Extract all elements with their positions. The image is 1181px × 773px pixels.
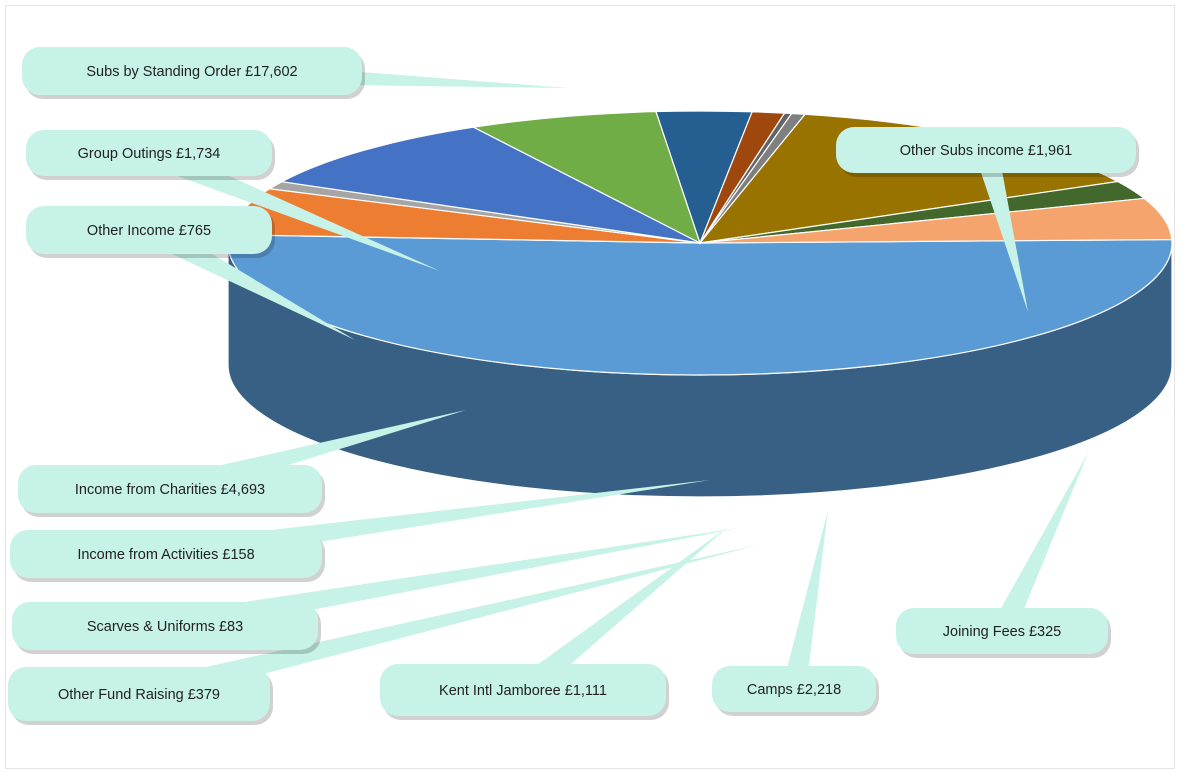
pie-slice xyxy=(699,197,1173,244)
data-label-callout: Joining Fees £325 xyxy=(896,453,1111,658)
data-label: Scarves & Uniforms £83 xyxy=(87,619,243,635)
callout-box xyxy=(26,206,272,254)
callout-box xyxy=(836,127,1136,173)
callouts: Subs by Standing Order £17,602 Other Subs… xyxy=(8,47,1139,725)
callout-box xyxy=(10,530,322,578)
data-label-callout: Income from Charities £4,693 xyxy=(18,410,466,517)
data-label-callout: Group Outings £1,734 xyxy=(26,130,440,271)
callout-box xyxy=(22,47,362,95)
data-label: Subs by Standing Order £17,602 xyxy=(86,64,297,80)
data-label: Income from Charities £4,693 xyxy=(75,482,265,498)
data-label: Income from Activities £158 xyxy=(77,547,254,563)
chart-frame xyxy=(5,5,1175,769)
callout-pointer xyxy=(991,453,1088,637)
callout-box xyxy=(380,664,666,716)
data-label-callout: Subs by Standing Order £17,602 xyxy=(22,47,568,99)
data-label: Other Fund Raising £379 xyxy=(58,687,220,703)
data-label-callout: Scarves & Uniforms £83 xyxy=(12,528,739,654)
callout-pointer xyxy=(515,527,728,700)
callout-box xyxy=(896,608,1108,654)
data-label-callout: Camps £2,218 xyxy=(712,510,879,716)
data-label-callout: Other Income £765 xyxy=(26,206,355,340)
data-label-callout: Other Subs income £1,961 xyxy=(836,127,1139,312)
callout-box xyxy=(8,667,270,721)
data-label: Group Outings £1,734 xyxy=(78,146,221,162)
pie-slice xyxy=(471,110,702,245)
callout-box xyxy=(18,465,322,513)
callout-box xyxy=(12,602,318,650)
data-label: Other Income £765 xyxy=(87,223,211,239)
callout-pointer xyxy=(136,545,759,706)
data-label: Joining Fees £325 xyxy=(943,624,1062,640)
data-label-callout: Kent Intl Jamboree £1,111 xyxy=(380,527,728,720)
callout-box xyxy=(712,666,876,712)
data-label-callout: Other Fund Raising £379 xyxy=(8,545,759,725)
pie-slice xyxy=(280,126,701,244)
data-label: Camps £2,218 xyxy=(747,682,841,698)
callout-pointer xyxy=(782,510,828,692)
data-label: Other Subs income £1,961 xyxy=(900,143,1073,159)
data-label: Kent Intl Jamboree £1,111 xyxy=(439,683,607,699)
callout-box xyxy=(26,130,272,176)
callout-pointer xyxy=(974,146,1028,312)
data-label-callout: Income from Activities £158 xyxy=(10,480,710,582)
